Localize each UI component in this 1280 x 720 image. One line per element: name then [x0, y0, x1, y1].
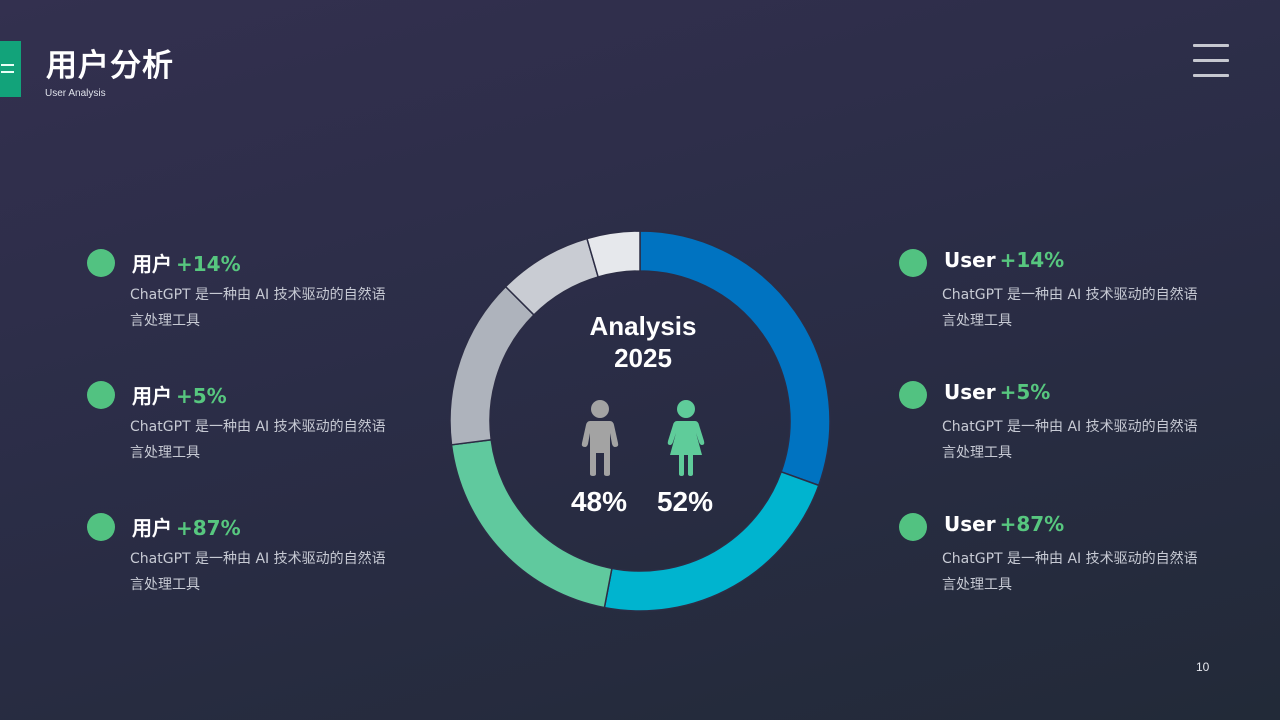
stat-heading: 用户 +14% — [132, 248, 241, 277]
stat-heading: 用户 +5% — [132, 380, 227, 409]
list-icon — [1, 64, 14, 78]
donut-segment — [449, 285, 535, 446]
donut-ring — [440, 221, 840, 621]
male-icon — [581, 400, 619, 476]
bullet-dot — [899, 513, 927, 541]
page-subtitle: User Analysis — [45, 88, 106, 99]
stat-description: ChatGPT 是一种由 AI 技术驱动的自然语言处理工具 — [130, 287, 386, 329]
bullet-dot — [87, 249, 115, 277]
stat-description: ChatGPT 是一种由 AI 技术驱动的自然语言处理工具 — [942, 551, 1198, 593]
page-title: 用户分析 — [46, 48, 174, 84]
stat-label: User — [944, 248, 996, 272]
stat-label: User — [944, 512, 996, 536]
menu-button[interactable] — [1192, 44, 1230, 78]
stat-change: +14% — [176, 252, 241, 276]
stat-label: User — [944, 380, 996, 404]
bullet-dot — [87, 381, 115, 409]
bullet-dot — [87, 513, 115, 541]
center-title-line2: 2025 — [614, 343, 672, 373]
stat-description: ChatGPT 是一种由 AI 技术驱动的自然语言处理工具 — [130, 419, 386, 461]
stat-heading: User +14% — [944, 248, 1064, 272]
center-title: Analysis 2025 — [543, 310, 743, 374]
female-icon — [667, 400, 705, 476]
donut-svg — [449, 230, 831, 612]
stat-heading: 用户 +87% — [132, 512, 241, 541]
stat-label: 用户 — [132, 516, 172, 540]
stat-change: +5% — [999, 380, 1051, 404]
stat-heading: User +87% — [944, 512, 1064, 536]
stat-change: +87% — [176, 516, 241, 540]
stat-heading: User +5% — [944, 380, 1050, 404]
stat-change: +14% — [999, 248, 1065, 272]
stat-change: +5% — [176, 384, 227, 408]
female-percent: 52% — [656, 486, 714, 517]
hamburger-icon-bar — [1193, 74, 1229, 77]
stat-description: ChatGPT 是一种由 AI 技术驱动的自然语言处理工具 — [130, 551, 386, 593]
stat-label: 用户 — [132, 384, 172, 408]
male-percent: 48% — [570, 486, 628, 517]
stat-description: ChatGPT 是一种由 AI 技术驱动的自然语言处理工具 — [942, 287, 1198, 329]
stat-change: +87% — [999, 512, 1065, 536]
stat-label: 用户 — [132, 252, 172, 276]
donut-segment — [586, 230, 641, 278]
bullet-dot — [899, 381, 927, 409]
section-tab — [0, 41, 21, 97]
page-number: 10 — [1196, 660, 1210, 674]
stat-description: ChatGPT 是一种由 AI 技术驱动的自然语言处理工具 — [942, 419, 1198, 461]
bullet-dot — [899, 249, 927, 277]
center-title-line1: Analysis — [589, 311, 697, 341]
hamburger-icon — [1193, 44, 1229, 47]
hamburger-icon-bar — [1193, 59, 1229, 62]
